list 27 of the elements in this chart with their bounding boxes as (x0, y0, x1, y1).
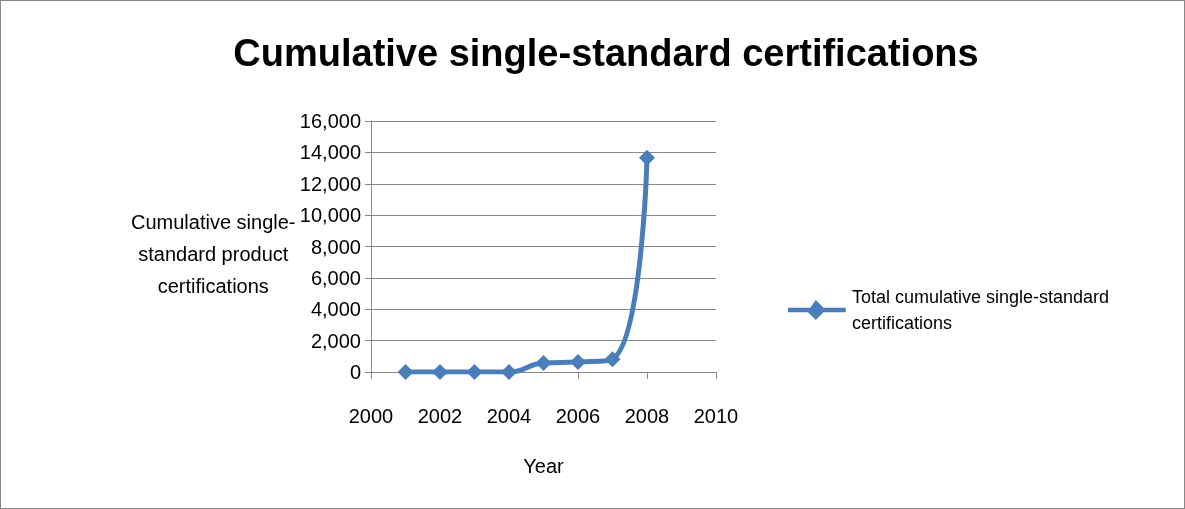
y-tick-label: 6,000 (310, 266, 361, 289)
y-tick-label: 16,000 (299, 110, 361, 132)
point (570, 354, 586, 371)
point (501, 364, 517, 380)
point (397, 364, 414, 380)
x-tick-label: 2004 (486, 405, 532, 427)
x-axis-title: Year (523, 455, 565, 477)
y-axis-title: Cumulative single- standard product certifications (131, 211, 296, 297)
legend-label: Total cumulative single-standard certifications (851, 287, 1110, 333)
y-tick-label: 2,000 (310, 329, 361, 352)
y-tick-label: 14,000 (299, 141, 361, 164)
x-tick-label: 2008 (624, 405, 670, 427)
point (466, 364, 483, 380)
y-tick-label: 10,000 (299, 204, 361, 227)
x-tick-label: 2006 (555, 405, 601, 427)
x-tick-label: 2002 (417, 405, 463, 427)
x-tick-label: 2010 (693, 405, 739, 427)
point (535, 355, 552, 372)
chart-title: Cumulative single-standard certifications (233, 32, 979, 74)
y-tick-label: 8,000 (310, 235, 361, 258)
y-tick-label: 0 (349, 361, 361, 383)
y-tick-label: 4,000 (310, 298, 361, 321)
point (432, 364, 448, 380)
x-tick-label: 2000 (348, 405, 394, 427)
point (639, 149, 655, 166)
point (604, 351, 621, 368)
y-tick-label: 12,000 (299, 172, 361, 195)
